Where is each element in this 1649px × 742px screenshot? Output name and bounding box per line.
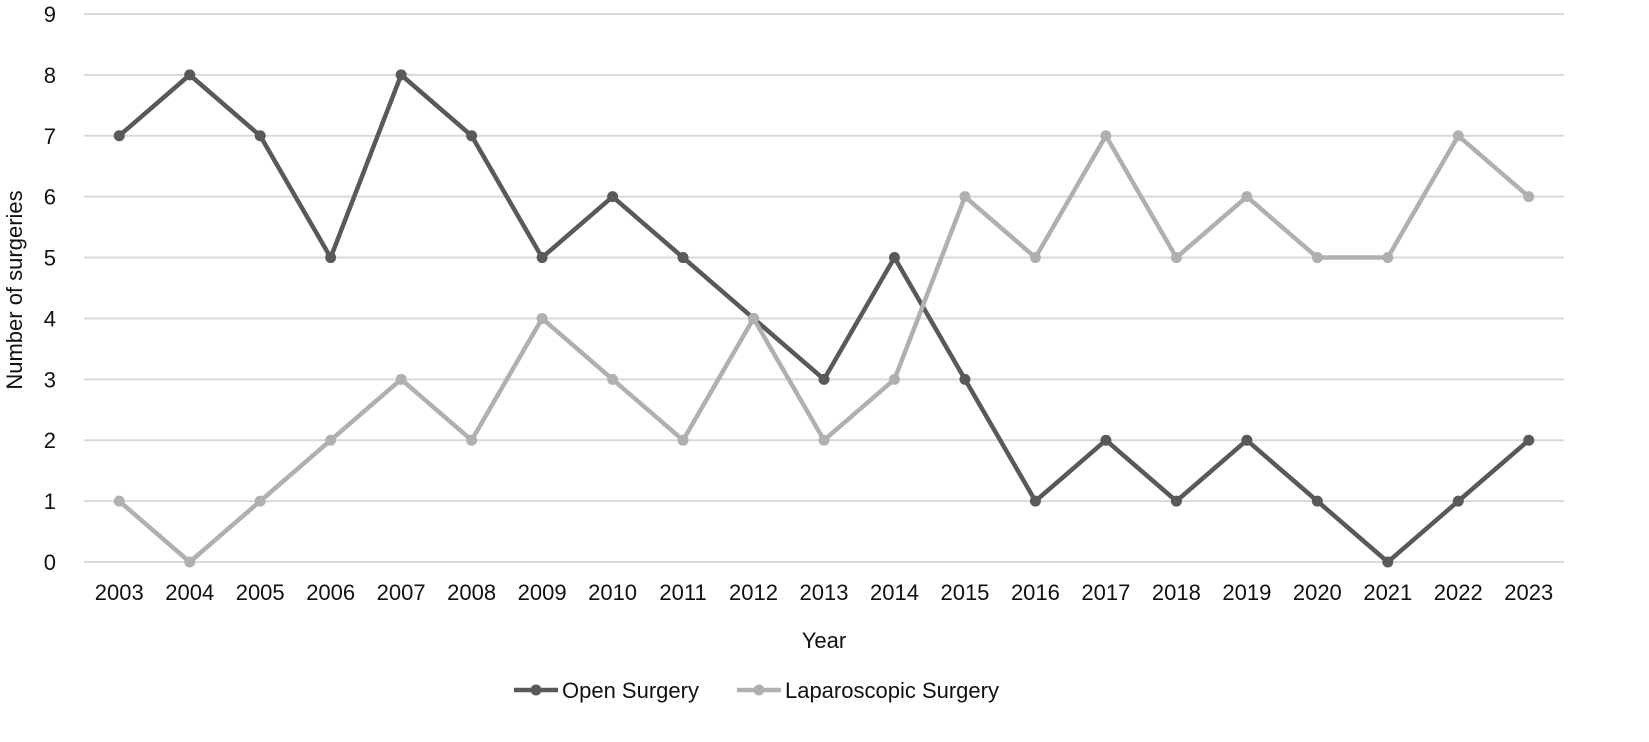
x-tick-label: 2008 — [447, 580, 496, 605]
x-tick-label: 2016 — [1011, 580, 1060, 605]
legend-label: Laparoscopic Surgery — [785, 678, 999, 703]
x-tick-label: 2023 — [1504, 580, 1553, 605]
x-tick-label: 2012 — [729, 580, 778, 605]
data-point — [1029, 495, 1041, 507]
data-point — [536, 312, 548, 324]
legend: Open Surgery Laparoscopic Surgery — [514, 678, 999, 703]
y-tick-label: 2 — [44, 428, 56, 453]
y-tick-label: 6 — [44, 185, 56, 210]
data-point — [395, 373, 407, 385]
x-tick-label: 2007 — [377, 580, 426, 605]
series-points — [113, 69, 1535, 568]
legend-swatch-marker — [530, 684, 542, 696]
gridlines — [84, 13, 1564, 563]
y-tick-label: 1 — [44, 489, 56, 514]
y-tick-label: 3 — [44, 367, 56, 392]
data-point — [1029, 252, 1041, 264]
y-tick-label: 8 — [44, 63, 56, 88]
data-point — [1100, 434, 1112, 446]
data-point — [1241, 434, 1253, 446]
data-point — [959, 373, 971, 385]
y-tick-label: 5 — [44, 246, 56, 271]
x-tick-label: 2014 — [870, 580, 919, 605]
x-axis-title: Year — [802, 628, 846, 653]
x-tick-label: 2019 — [1222, 580, 1271, 605]
y-tick-label: 4 — [44, 306, 56, 331]
legend-entry-0: Open Surgery — [514, 678, 699, 703]
x-tick-label: 2009 — [518, 580, 567, 605]
data-point — [677, 252, 689, 264]
data-point — [113, 130, 125, 142]
data-point — [395, 69, 407, 81]
data-point — [1523, 191, 1535, 203]
legend-entry-1: Laparoscopic Surgery — [736, 678, 999, 703]
data-point — [1311, 252, 1323, 264]
x-tick-label: 2013 — [800, 580, 849, 605]
y-tick-label: 7 — [44, 124, 56, 149]
data-point — [1100, 130, 1112, 142]
x-tick-label: 2005 — [236, 580, 285, 605]
x-tick-label: 2004 — [165, 580, 214, 605]
data-point — [677, 434, 689, 446]
data-point — [536, 252, 548, 264]
data-point — [818, 373, 830, 385]
data-point — [1452, 495, 1464, 507]
x-tick-label: 2020 — [1293, 580, 1342, 605]
data-point — [959, 191, 971, 203]
data-point — [1382, 556, 1394, 568]
data-point — [1523, 434, 1535, 446]
data-point — [325, 434, 337, 446]
data-point — [254, 495, 266, 507]
data-point — [184, 556, 196, 568]
data-point — [1170, 252, 1182, 264]
data-point — [607, 373, 619, 385]
data-point — [466, 434, 478, 446]
x-tick-label: 2010 — [588, 580, 637, 605]
x-tick-label: 2006 — [306, 580, 355, 605]
data-point — [888, 373, 900, 385]
data-point — [888, 252, 900, 264]
legend-swatch-marker — [753, 684, 765, 696]
y-tick-label: 9 — [44, 2, 56, 27]
legend-label: Open Surgery — [562, 678, 699, 703]
data-point — [607, 191, 619, 203]
data-point — [325, 252, 337, 264]
x-tick-label: 2015 — [940, 580, 989, 605]
data-point — [113, 495, 125, 507]
data-point — [1382, 252, 1394, 264]
x-tick-label: 2022 — [1434, 580, 1483, 605]
x-tick-label: 2018 — [1152, 580, 1201, 605]
x-tick-label: 2011 — [659, 580, 706, 605]
data-point — [1452, 130, 1464, 142]
x-tick-label: 2003 — [95, 580, 144, 605]
x-tick-label: 2017 — [1081, 580, 1130, 605]
data-point — [748, 312, 760, 324]
y-tick-label: 0 — [44, 550, 56, 575]
data-point — [1170, 495, 1182, 507]
y-axis-title: Number of surgeries — [2, 190, 27, 389]
x-tick-label: 2021 — [1363, 580, 1412, 605]
y-axis-tick-labels: 0 1 2 3 4 5 6 7 8 9 — [44, 2, 56, 575]
data-point — [1241, 191, 1253, 203]
data-point — [818, 434, 830, 446]
data-point — [184, 69, 196, 81]
data-point — [254, 130, 266, 142]
data-point — [466, 130, 478, 142]
x-axis-tick-labels: 2003 2004 2005 2006 2007 2008 2009 2010 2011 2012… — [95, 580, 1553, 605]
data-point — [1311, 495, 1323, 507]
